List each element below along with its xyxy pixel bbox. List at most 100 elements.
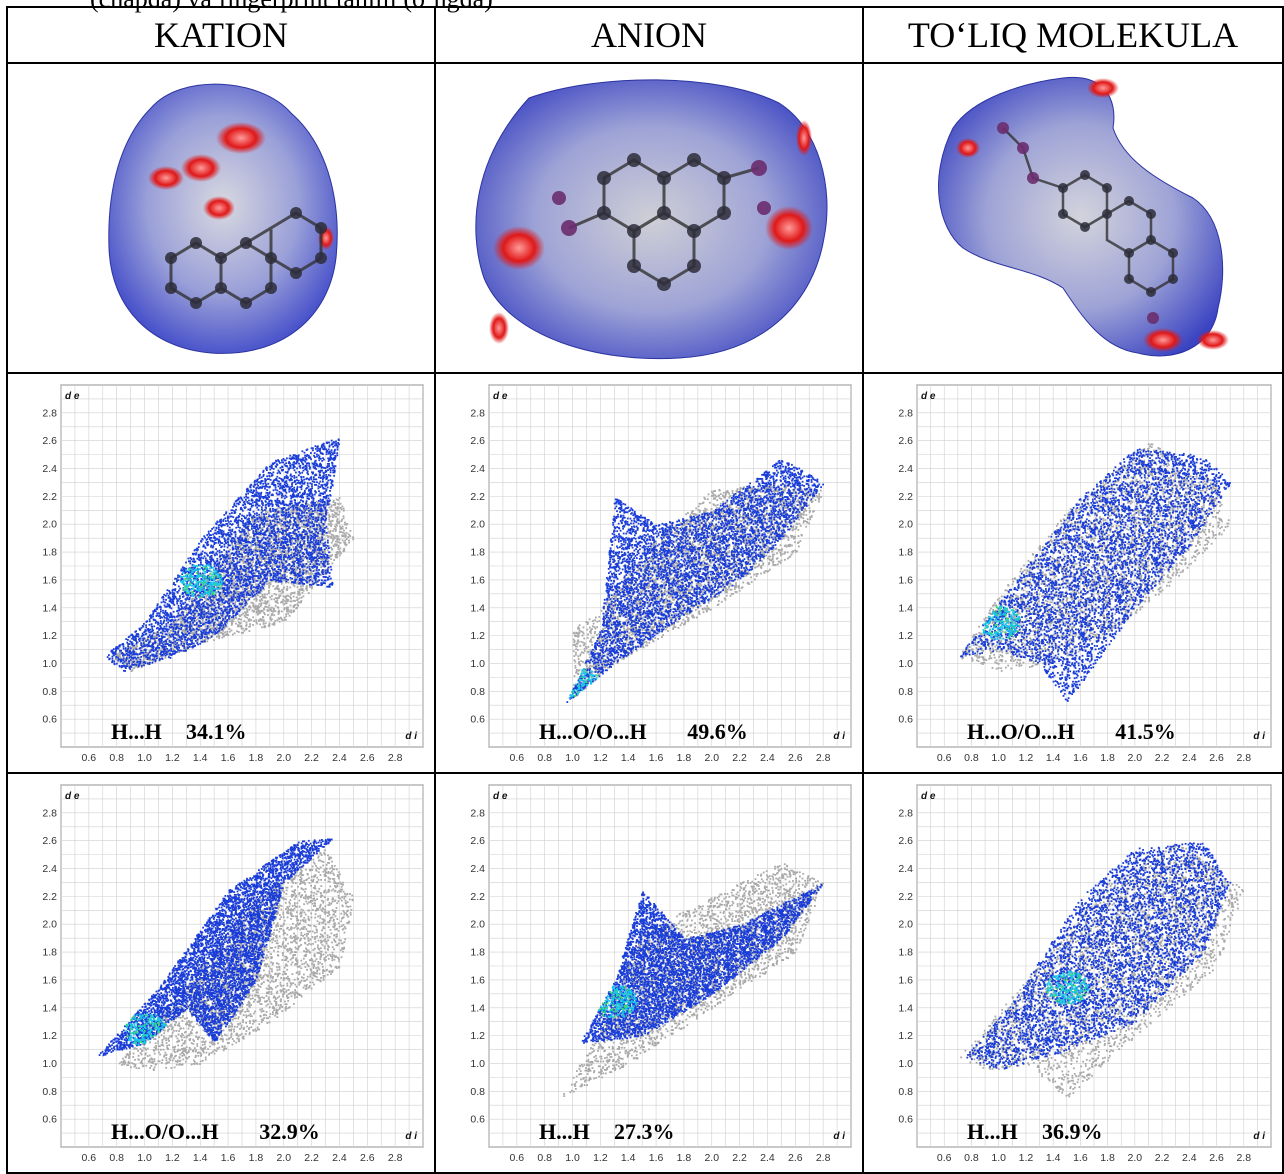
grey-point xyxy=(270,616,272,618)
grey-point xyxy=(343,517,345,519)
blue-point xyxy=(264,550,266,552)
grey-point xyxy=(241,628,243,630)
blue-point xyxy=(129,641,131,643)
blue-point xyxy=(324,520,326,522)
grey-point xyxy=(331,534,333,536)
blue-point xyxy=(235,532,237,534)
grey-point xyxy=(308,592,310,594)
blue-point xyxy=(241,528,243,530)
blue-point xyxy=(256,514,258,516)
blue-point xyxy=(239,527,241,529)
grey-point xyxy=(217,627,219,629)
blue-point xyxy=(290,554,292,556)
grey-point xyxy=(335,523,337,525)
blue-point xyxy=(195,640,197,642)
blue-point xyxy=(241,515,243,517)
grey-point xyxy=(276,525,278,527)
grey-point xyxy=(288,609,290,611)
blue-point xyxy=(288,527,290,529)
grey-point xyxy=(300,586,302,588)
blue-point xyxy=(236,558,238,560)
blue-point xyxy=(321,537,323,539)
grey-point xyxy=(282,518,284,520)
grey-point xyxy=(343,510,345,512)
grey-point xyxy=(333,528,335,530)
grey-point xyxy=(337,510,339,512)
grey-point xyxy=(285,619,287,621)
grey-point xyxy=(238,619,240,621)
grey-point xyxy=(294,592,296,594)
blue-point xyxy=(306,500,308,502)
blue-point xyxy=(149,620,151,622)
blue-point xyxy=(274,559,276,561)
grey-point xyxy=(209,626,211,628)
fingerprint-plot-kation-hh: 0.60.81.01.21.41.61.82.02.22.42.62.80.6 0… xyxy=(9,377,433,769)
grey-point xyxy=(243,562,245,564)
grey-point xyxy=(246,622,248,624)
grey-point xyxy=(237,624,239,626)
grey-point xyxy=(329,516,331,518)
blue-point xyxy=(310,576,312,578)
grey-point xyxy=(332,530,334,532)
blue-point xyxy=(145,640,147,642)
grey-point xyxy=(332,540,334,542)
blue-point xyxy=(300,550,302,552)
grey-point xyxy=(344,540,346,542)
blue-point xyxy=(287,564,289,566)
header-kation-label: KATION xyxy=(8,8,434,62)
blue-point xyxy=(258,521,260,523)
blue-point xyxy=(299,519,301,521)
grey-point xyxy=(266,593,268,595)
blue-point xyxy=(231,509,233,511)
blue-point xyxy=(238,576,240,578)
grey-point xyxy=(200,628,202,630)
grey-point xyxy=(264,606,266,608)
grey-point xyxy=(285,553,287,555)
blue-point xyxy=(263,526,265,528)
blue-point xyxy=(157,603,159,605)
grey-point xyxy=(249,623,251,625)
blue-point xyxy=(246,589,248,591)
blue-point xyxy=(318,569,320,571)
blue-point xyxy=(107,656,109,658)
grey-point xyxy=(338,514,340,516)
blue-point xyxy=(312,516,314,518)
grey-point xyxy=(267,614,269,616)
grey-point xyxy=(271,595,273,597)
blue-point xyxy=(246,501,248,503)
grey-point xyxy=(317,512,319,514)
grey-point xyxy=(189,635,191,637)
blue-point xyxy=(284,507,286,509)
grey-point xyxy=(247,611,249,613)
grey-point xyxy=(222,595,224,597)
blue-point xyxy=(335,465,337,467)
grey-point xyxy=(339,511,341,513)
blue-point xyxy=(278,486,280,488)
blue-point xyxy=(297,538,299,540)
blue-point xyxy=(285,471,287,473)
surface-cell-kation xyxy=(7,63,435,373)
grey-point xyxy=(260,557,262,559)
blue-point xyxy=(205,619,207,621)
blue-point xyxy=(298,528,300,530)
blue-point xyxy=(287,509,289,511)
blue-point xyxy=(263,584,265,586)
blue-point xyxy=(143,645,145,647)
blue-point xyxy=(176,639,178,641)
grey-point xyxy=(265,622,267,624)
blue-point xyxy=(187,631,189,633)
blue-point xyxy=(320,501,322,503)
blue-point xyxy=(285,555,287,557)
blue-point xyxy=(204,552,206,554)
blue-point xyxy=(164,631,166,633)
blue-point xyxy=(156,628,158,630)
grey-point xyxy=(255,619,257,621)
blue-point xyxy=(226,561,228,563)
blue-point xyxy=(285,481,287,483)
grey-point xyxy=(321,542,323,544)
blue-point xyxy=(320,561,322,563)
grey-point xyxy=(293,606,295,608)
blue-point xyxy=(190,618,192,620)
blue-point xyxy=(321,572,323,574)
grey-point xyxy=(283,600,285,602)
